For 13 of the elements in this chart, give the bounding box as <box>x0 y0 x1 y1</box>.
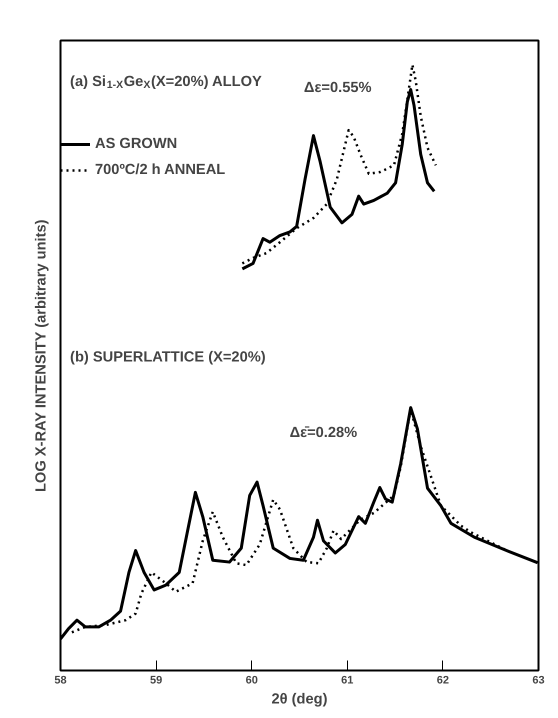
x-axis-title: 2θ (deg) <box>272 692 328 708</box>
legend-label: 700ºC/2 h ANNEAL <box>95 162 226 178</box>
x-tick-label: 61 <box>341 674 354 686</box>
x-tick-label: 58 <box>54 674 67 686</box>
x-tick-label: 62 <box>436 674 450 686</box>
annotation: Δε=0.55% <box>304 80 372 96</box>
y-axis-title: LOG X-RAY INTENSITY (arbitrary units) <box>34 219 50 492</box>
x-tick-label: 60 <box>246 674 258 686</box>
x-tick-label: 59 <box>150 674 162 686</box>
annotation: (b) SUPERLATTICE (X=20%) <box>70 349 266 366</box>
x-tick-label: 63 <box>532 674 545 686</box>
annotation: Δε̄=0.28% <box>290 425 358 442</box>
legend-label: AS GROWN <box>95 136 178 152</box>
